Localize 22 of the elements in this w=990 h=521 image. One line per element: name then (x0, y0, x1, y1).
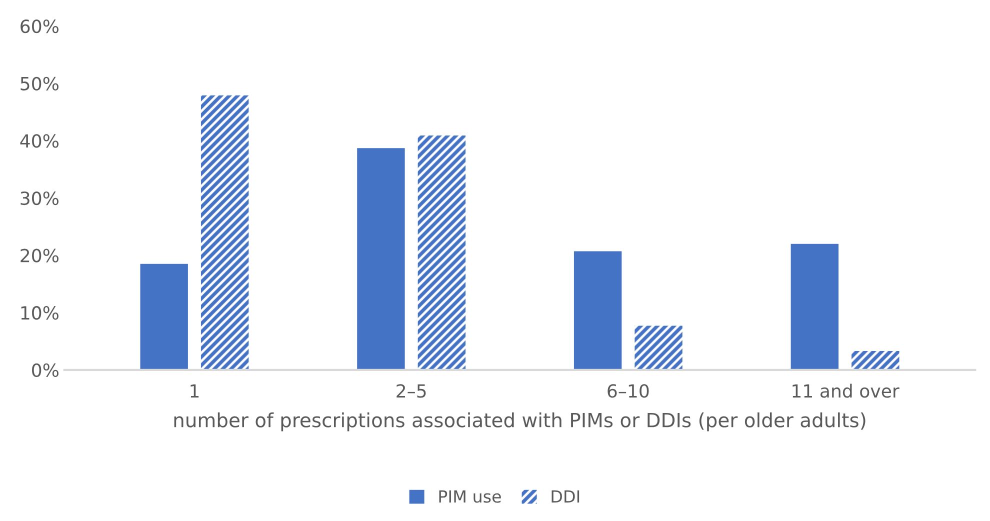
bar (574, 251, 622, 370)
legend-label: PIM use (439, 490, 501, 503)
bar (634, 326, 682, 370)
bar (418, 136, 466, 370)
bar (357, 148, 405, 370)
x-tick-label: 6–10 (608, 384, 649, 398)
y-tick-label: 60% (20, 20, 58, 34)
y-tick-label: 0% (32, 363, 58, 378)
bar (790, 244, 839, 370)
x-tick-label: 2–5 (396, 384, 426, 398)
x-axis-title: number of prescriptions associated with PIMs or DDIs (per older adults) (174, 412, 866, 432)
y-tick-label: 20% (20, 248, 58, 262)
legend-label: DDI (552, 490, 580, 503)
y-tick-label: 10% (21, 306, 58, 320)
y-tick-label: 30% (20, 191, 58, 206)
bar (200, 95, 249, 370)
bar (852, 351, 900, 370)
y-tick-label: 40% (20, 134, 58, 148)
x-tick-label: 11 and over (792, 384, 900, 398)
x-tick-label: 1 (190, 384, 199, 398)
bar (140, 264, 188, 370)
y-tick-label: 50% (20, 76, 58, 90)
